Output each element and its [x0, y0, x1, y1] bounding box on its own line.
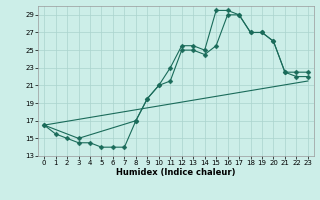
X-axis label: Humidex (Indice chaleur): Humidex (Indice chaleur)	[116, 168, 236, 177]
